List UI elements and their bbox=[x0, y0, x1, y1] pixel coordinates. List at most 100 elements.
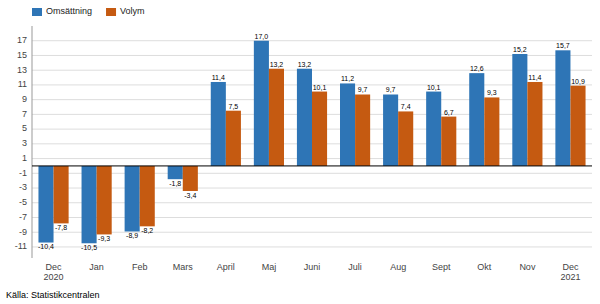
legend-swatch bbox=[106, 8, 116, 16]
legend: Omsättning Volym bbox=[32, 6, 145, 16]
data-label: 12,6 bbox=[470, 65, 484, 72]
grid-line bbox=[32, 246, 592, 247]
bar bbox=[97, 166, 112, 234]
x-tick-label: Mars bbox=[173, 262, 193, 272]
bar bbox=[183, 166, 198, 191]
y-tick-label: -3 bbox=[19, 182, 27, 192]
data-label: 11,4 bbox=[528, 74, 541, 81]
bar bbox=[426, 92, 441, 166]
y-tick-label: -11 bbox=[15, 241, 27, 251]
data-label: -8,9 bbox=[126, 232, 138, 239]
y-tick-label: -9 bbox=[19, 227, 27, 237]
zero-line bbox=[32, 165, 592, 166]
data-label: 9,7 bbox=[386, 86, 396, 93]
bar bbox=[269, 69, 284, 166]
grid-line bbox=[32, 188, 592, 189]
grid-line bbox=[32, 173, 592, 174]
bar bbox=[484, 97, 499, 165]
bar bbox=[297, 69, 312, 166]
bar bbox=[140, 166, 155, 226]
data-label: 11,4 bbox=[212, 74, 225, 81]
x-tick-label: Dec2020 bbox=[44, 262, 64, 282]
y-tick-label: -1 bbox=[19, 168, 27, 178]
bar bbox=[398, 111, 413, 166]
y-tick-label: 7 bbox=[22, 109, 27, 119]
bar bbox=[355, 94, 370, 165]
bar bbox=[441, 117, 456, 166]
grid-line bbox=[32, 40, 592, 41]
grid-line bbox=[32, 202, 592, 203]
x-tick-label-line: Juni bbox=[304, 262, 321, 272]
x-tick-label: Aug bbox=[390, 262, 406, 272]
grid-line bbox=[32, 55, 592, 56]
bar bbox=[226, 111, 241, 166]
x-tick-label-line: 2021 bbox=[560, 272, 580, 282]
x-tick-label: Feb bbox=[132, 262, 148, 272]
data-label: 13,2 bbox=[270, 61, 284, 68]
grid-line bbox=[32, 232, 592, 233]
y-tick-label: 3 bbox=[22, 138, 27, 148]
bar bbox=[340, 83, 355, 165]
bar bbox=[570, 86, 585, 166]
x-tick-label-line: April bbox=[217, 262, 235, 272]
data-label: 7,4 bbox=[401, 103, 411, 110]
bars bbox=[38, 41, 585, 244]
y-tick-label: -5 bbox=[19, 197, 27, 207]
background bbox=[0, 0, 600, 304]
x-tick-label-line: Feb bbox=[132, 262, 148, 272]
data-label: 10,1 bbox=[427, 84, 441, 91]
bar bbox=[555, 50, 570, 166]
data-label: 17,0 bbox=[255, 33, 269, 40]
data-label: 9,7 bbox=[358, 86, 368, 93]
data-label: 13,2 bbox=[298, 61, 312, 68]
grid bbox=[32, 41, 592, 247]
bar bbox=[512, 54, 527, 166]
data-label: -10,5 bbox=[81, 244, 97, 251]
bar bbox=[211, 82, 226, 166]
bar bbox=[527, 82, 542, 166]
x-tick-label-line: Juli bbox=[348, 262, 362, 272]
data-label: -1,8 bbox=[169, 180, 181, 187]
data-label: 10,9 bbox=[571, 78, 585, 85]
y-tick-label: 13 bbox=[17, 65, 27, 75]
bar bbox=[312, 92, 327, 166]
data-label: 15,7 bbox=[556, 42, 570, 49]
data-label: -7,8 bbox=[55, 224, 67, 231]
x-tick-label: Dec2021 bbox=[560, 262, 580, 282]
data-label: 15,2 bbox=[513, 46, 527, 53]
y-tick-label: -7 bbox=[19, 212, 27, 222]
bar bbox=[82, 166, 97, 243]
bar bbox=[125, 166, 140, 232]
data-label: 10,1 bbox=[313, 84, 327, 91]
x-tick-label-line: 2020 bbox=[44, 272, 64, 282]
bar bbox=[54, 166, 69, 223]
data-label: 6,7 bbox=[444, 109, 454, 116]
legend-label: Omsättning bbox=[46, 6, 92, 16]
y-tick-label: 9 bbox=[22, 94, 27, 104]
y-tick-label: 17 bbox=[17, 35, 27, 45]
y-tick-label: 5 bbox=[22, 123, 27, 133]
chart: -11-9-7-5-3-11357911131517-10,4-10,5-8,9… bbox=[0, 0, 600, 304]
x-tick-label-line: Dec bbox=[46, 262, 63, 272]
y-tick-label: 11 bbox=[18, 79, 27, 89]
x-tick-label: Juli bbox=[348, 262, 362, 272]
x-tick-label: Sept bbox=[432, 262, 451, 272]
data-labels: -10,4-10,5-8,9-1,811,417,013,211,29,710,… bbox=[38, 33, 585, 251]
bar bbox=[168, 166, 183, 179]
x-tick-label-line: Nov bbox=[519, 262, 536, 272]
x-tick-label: Maj bbox=[262, 262, 277, 272]
data-label: 11,2 bbox=[341, 75, 354, 82]
y-axis-line bbox=[32, 26, 33, 258]
grid-line bbox=[32, 217, 592, 218]
x-tick-label-line: Dec bbox=[562, 262, 579, 272]
legend-label: Volym bbox=[120, 6, 145, 16]
data-label: -9,3 bbox=[98, 235, 110, 242]
source-note: Källa: Statistikcentralen bbox=[6, 290, 100, 300]
x-tick-label: Juni bbox=[304, 262, 321, 272]
data-label: 9,3 bbox=[487, 89, 497, 96]
x-tick-label-line: Jan bbox=[89, 262, 104, 272]
data-label: -3,4 bbox=[184, 192, 196, 199]
bar bbox=[383, 94, 398, 165]
x-tick-label-line: Okt bbox=[477, 262, 492, 272]
x-tick-label-line: Mars bbox=[173, 262, 193, 272]
